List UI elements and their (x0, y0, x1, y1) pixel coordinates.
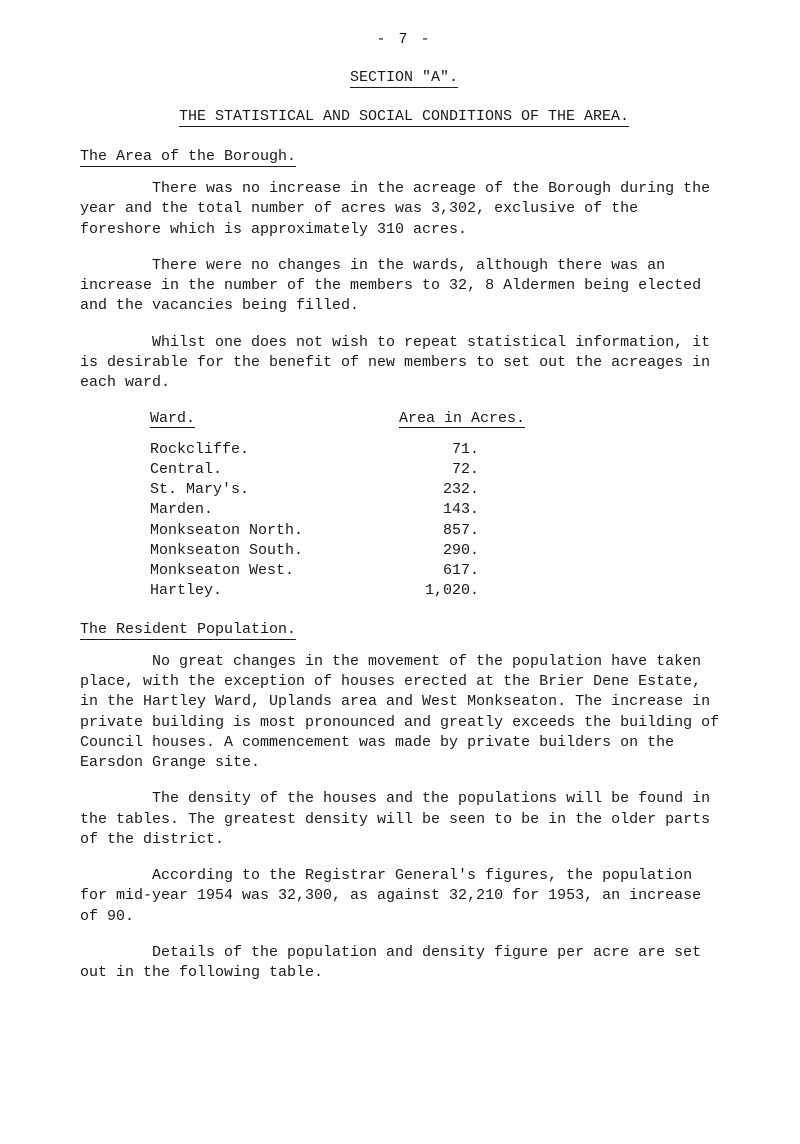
cell-ward: Hartley. (150, 581, 390, 601)
table-header-ward: Ward. (150, 409, 390, 429)
paragraph: According to the Registrar General's fig… (80, 866, 728, 927)
heading-population: The Resident Population. (80, 620, 728, 640)
cell-acres: 232. (399, 480, 479, 500)
paragraph: Whilst one does not wish to repeat stati… (80, 333, 728, 394)
table-row: Rockcliffe. 71. (150, 440, 728, 460)
paragraph: No great changes in the movement of the … (80, 652, 728, 774)
table-row: Monkseaton North. 857. (150, 521, 728, 541)
table-row: Monkseaton South. 290. (150, 541, 728, 561)
cell-acres: 617. (399, 561, 479, 581)
cell-ward: St. Mary's. (150, 480, 390, 500)
cell-ward: Monkseaton South. (150, 541, 390, 561)
heading-population-text: The Resident Population. (80, 621, 296, 640)
table-header: Ward. Area in Acres. (150, 409, 728, 429)
cell-ward: Marden. (150, 500, 390, 520)
cell-acres: 857. (399, 521, 479, 541)
paragraph: There were no changes in the wards, alth… (80, 256, 728, 317)
heading-area: The Area of the Borough. (80, 147, 728, 167)
cell-acres: 71. (399, 440, 479, 460)
cell-ward: Central. (150, 460, 390, 480)
wards-table: Ward. Area in Acres. Rockcliffe. 71. Cen… (150, 409, 728, 601)
paragraph: Details of the population and density fi… (80, 943, 728, 984)
main-title: THE STATISTICAL AND SOCIAL CONDITIONS OF… (80, 107, 728, 127)
table-row: Central. 72. (150, 460, 728, 480)
paragraph: The density of the houses and the popula… (80, 789, 728, 850)
cell-acres: 72. (399, 460, 479, 480)
table-row: Marden. 143. (150, 500, 728, 520)
cell-ward: Monkseaton West. (150, 561, 390, 581)
section-title: SECTION "A". (80, 68, 728, 88)
cell-acres: 143. (399, 500, 479, 520)
table-row: Hartley. 1,020. (150, 581, 728, 601)
cell-acres: 1,020. (399, 581, 479, 601)
page-number: - 7 - (80, 30, 728, 50)
table-row: Monkseaton West. 617. (150, 561, 728, 581)
section-title-text: SECTION "A". (350, 69, 458, 88)
paragraph: There was no increase in the acreage of … (80, 179, 728, 240)
table-header-acres: Area in Acres. (399, 410, 525, 428)
cell-ward: Rockcliffe. (150, 440, 390, 460)
cell-acres: 290. (399, 541, 479, 561)
table-row: St. Mary's. 232. (150, 480, 728, 500)
heading-area-text: The Area of the Borough. (80, 148, 296, 167)
document-page: - 7 - SECTION "A". THE STATISTICAL AND S… (0, 0, 800, 1144)
main-title-text: THE STATISTICAL AND SOCIAL CONDITIONS OF… (179, 108, 629, 127)
cell-ward: Monkseaton North. (150, 521, 390, 541)
